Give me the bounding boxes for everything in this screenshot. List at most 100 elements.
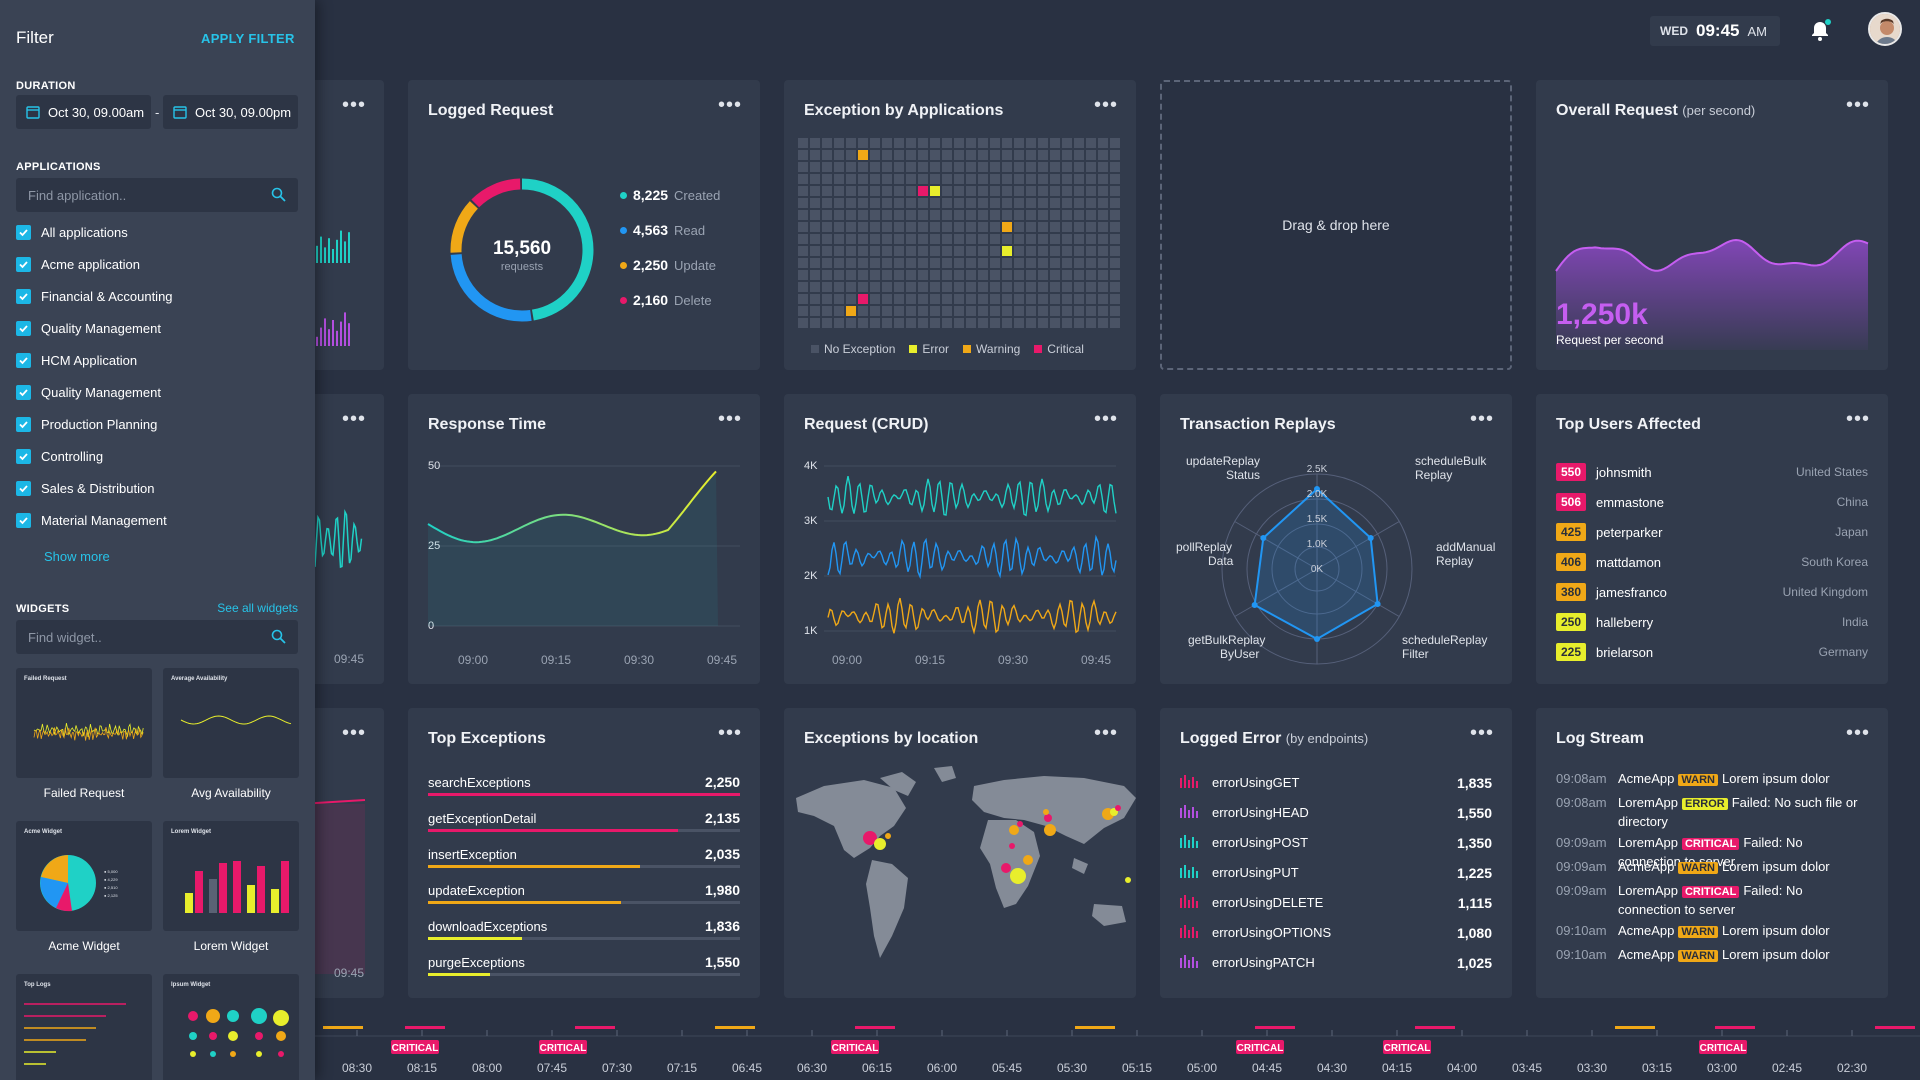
exception-value: 1,550 [705, 954, 740, 970]
critical-badge[interactable]: CRITICAL [1236, 1040, 1284, 1054]
widget-dropzone[interactable]: Drag & drop here [1160, 80, 1512, 370]
log-entry[interactable]: 09:08am LoremApp ERROR Failed: No such file… [1556, 794, 1868, 831]
error-endpoint-row[interactable]: errorUsingOPTIONS 1,080 [1180, 924, 1492, 941]
heatmap-cell [846, 282, 856, 292]
timeline-bar[interactable]: 08:30 08:15 08:00 07:45 07:30 07:15 06:45 06:30… [315, 1022, 1920, 1080]
user-row[interactable]: 550 johnsmith United States [1556, 463, 1868, 481]
filter-sidebar: Filter APPLY FILTER DURATION Oct 30, 09.… [0, 0, 315, 1080]
application-checkbox[interactable]: Material Management [16, 513, 167, 528]
more-options-icon[interactable]: ••• [718, 728, 742, 738]
radar-axis-label: pollReplay Data [1176, 540, 1234, 568]
heatmap-cell [942, 162, 952, 172]
date-to-field[interactable]: Oct 30, 09.00pm [163, 95, 298, 129]
notification-bell-icon[interactable] [1808, 19, 1832, 48]
checkbox-checked-icon[interactable] [16, 353, 31, 368]
widget-thumb-ipsum[interactable]: Ipsum Widget [163, 974, 299, 1080]
checkbox-checked-icon[interactable] [16, 321, 31, 336]
application-checkbox[interactable]: HCM Application [16, 353, 137, 368]
log-app: LoremApp [1618, 835, 1678, 850]
error-endpoint-row[interactable]: errorUsingHEAD 1,550 [1180, 804, 1492, 821]
timeline-event-marker [855, 1026, 895, 1029]
application-checkbox[interactable]: Acme application [16, 257, 140, 272]
search-icon[interactable] [271, 187, 286, 202]
error-endpoint-row[interactable]: errorUsingPOST 1,350 [1180, 834, 1492, 851]
error-endpoint-row[interactable]: errorUsingPUT 1,225 [1180, 864, 1492, 881]
exception-row[interactable]: updateException 1,980 [428, 882, 740, 898]
exception-row[interactable]: searchExceptions 2,250 [428, 774, 740, 790]
log-entry[interactable]: 09:09am LoremApp CRITICAL Failed: No connec… [1556, 882, 1868, 919]
widget-thumb-avg-availability[interactable]: Average Availability [163, 668, 299, 778]
more-options-icon[interactable]: ••• [1846, 728, 1870, 738]
user-row[interactable]: 250 halleberry India [1556, 613, 1868, 631]
user-count-badge: 380 [1556, 583, 1586, 601]
checkbox-checked-icon[interactable] [16, 385, 31, 400]
date-from-field[interactable]: Oct 30, 09.00am [16, 95, 151, 129]
heatmap-cell [894, 162, 904, 172]
exception-row[interactable]: getExceptionDetail 2,135 [428, 810, 740, 826]
exception-row[interactable]: insertException 2,035 [428, 846, 740, 862]
application-checkbox[interactable]: Production Planning [16, 417, 157, 432]
y-tick: 4K [804, 460, 818, 472]
heatmap-cell [930, 222, 940, 232]
search-icon[interactable] [271, 629, 286, 644]
user-row[interactable]: 506 emmastone China [1556, 493, 1868, 511]
user-row[interactable]: 425 peterparker Japan [1556, 523, 1868, 541]
heatmap-cell [1098, 174, 1108, 184]
user-avatar[interactable] [1868, 12, 1902, 46]
date-from-value: Oct 30, 09.00am [48, 105, 144, 120]
exception-bar-fill [428, 793, 740, 796]
log-entry[interactable]: 09:09am AcmeApp WARN Lorem ipsum dolor [1556, 858, 1868, 877]
error-endpoint-row[interactable]: errorUsingPATCH 1,025 [1180, 954, 1492, 971]
heatmap-cell [894, 318, 904, 328]
exception-row[interactable]: purgeExceptions 1,550 [428, 954, 740, 970]
widget-thumb-lorem[interactable]: Lorem Widget [163, 821, 299, 931]
user-row[interactable]: 406 mattdamon South Korea [1556, 553, 1868, 571]
critical-badge[interactable]: CRITICAL [831, 1040, 879, 1054]
apply-filter-button[interactable]: APPLY FILTER [201, 31, 295, 46]
checkbox-checked-icon[interactable] [16, 257, 31, 272]
application-checkbox[interactable]: Quality Management [16, 385, 161, 400]
heatmap-cell [1110, 258, 1120, 268]
heatmap-cell [990, 234, 1000, 244]
application-checkbox[interactable]: Controlling [16, 449, 103, 464]
see-all-widgets-link[interactable]: See all widgets [217, 601, 298, 615]
user-row[interactable]: 380 jamesfranco United Kingdom [1556, 583, 1868, 601]
user-row[interactable]: 225 brielarson Germany [1556, 643, 1868, 661]
timeline-tick-label: 05:45 [992, 1061, 1022, 1075]
widget-thumb-top-logs[interactable]: Top Logs [16, 974, 152, 1080]
critical-badge[interactable]: CRITICAL [539, 1040, 587, 1054]
more-options-icon[interactable]: ••• [1470, 728, 1494, 738]
application-search-input[interactable]: Find application.. [16, 178, 298, 212]
application-checkbox[interactable]: Financial & Accounting [16, 289, 173, 304]
log-entry[interactable]: 09:08am AcmeApp WARN Lorem ipsum dolor [1556, 770, 1868, 789]
more-options-icon[interactable]: ••• [1846, 414, 1870, 424]
error-endpoint-row[interactable]: errorUsingGET 1,835 [1180, 774, 1492, 791]
log-entry[interactable]: 09:10am AcmeApp WARN Lorem ipsum dolor [1556, 922, 1868, 941]
application-checkbox[interactable]: All applications [16, 225, 128, 240]
checkbox-checked-icon[interactable] [16, 289, 31, 304]
log-entry[interactable]: 09:10am AcmeApp WARN Lorem ipsum dolor [1556, 946, 1868, 965]
heatmap-cell [834, 186, 844, 196]
critical-badge[interactable]: CRITICAL [1699, 1040, 1747, 1054]
critical-badge[interactable]: CRITICAL [391, 1040, 439, 1054]
more-options-icon[interactable]: ••• [1094, 100, 1118, 110]
critical-badge[interactable]: CRITICAL [1383, 1040, 1431, 1054]
checkbox-checked-icon[interactable] [16, 513, 31, 528]
more-options-icon[interactable]: ••• [718, 100, 742, 110]
show-more-link[interactable]: Show more [44, 549, 110, 564]
user-name: brielarson [1596, 645, 1653, 660]
checkbox-checked-icon[interactable] [16, 417, 31, 432]
checkbox-checked-icon[interactable] [16, 481, 31, 496]
exception-row[interactable]: downloadExceptions 1,836 [428, 918, 740, 934]
heatmap-cell [834, 306, 844, 316]
checkbox-checked-icon[interactable] [16, 225, 31, 240]
widget-thumb-acme[interactable]: Acme Widget ● 5,000 ● 4,229 ● 2,510 ● 2,125 [16, 821, 152, 931]
application-checkbox[interactable]: Sales & Distribution [16, 481, 154, 496]
widget-search-input[interactable]: Find widget.. [16, 620, 298, 654]
widget-thumb-failed-request[interactable]: Failed Request [16, 668, 152, 778]
application-checkbox[interactable]: Quality Management [16, 321, 161, 336]
checkbox-checked-icon[interactable] [16, 449, 31, 464]
heatmap-cell [942, 150, 952, 160]
heatmap-cell [1098, 246, 1108, 256]
error-endpoint-row[interactable]: errorUsingDELETE 1,115 [1180, 894, 1492, 911]
